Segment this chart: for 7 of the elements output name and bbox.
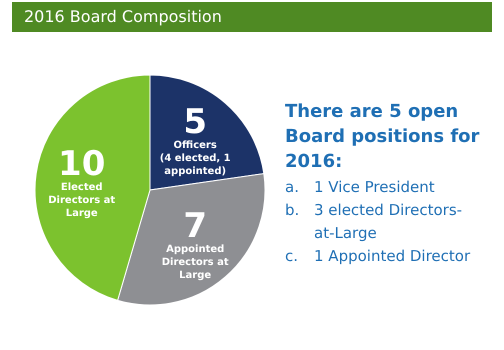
text: c. 1 Appointed Director [285,247,471,265]
slice-label: Appointed Directors at Large [162,244,229,282]
slice-label: Elected Directors at Large [48,182,116,220]
text: There are 5 open Board positions for 2016: [285,101,480,172]
text: a. 1 Vice President [285,178,435,196]
slice-label: Officers (4 elected, 1 appointed) [160,140,231,177]
chart-title: 2016 Board Composition [24,7,222,26]
